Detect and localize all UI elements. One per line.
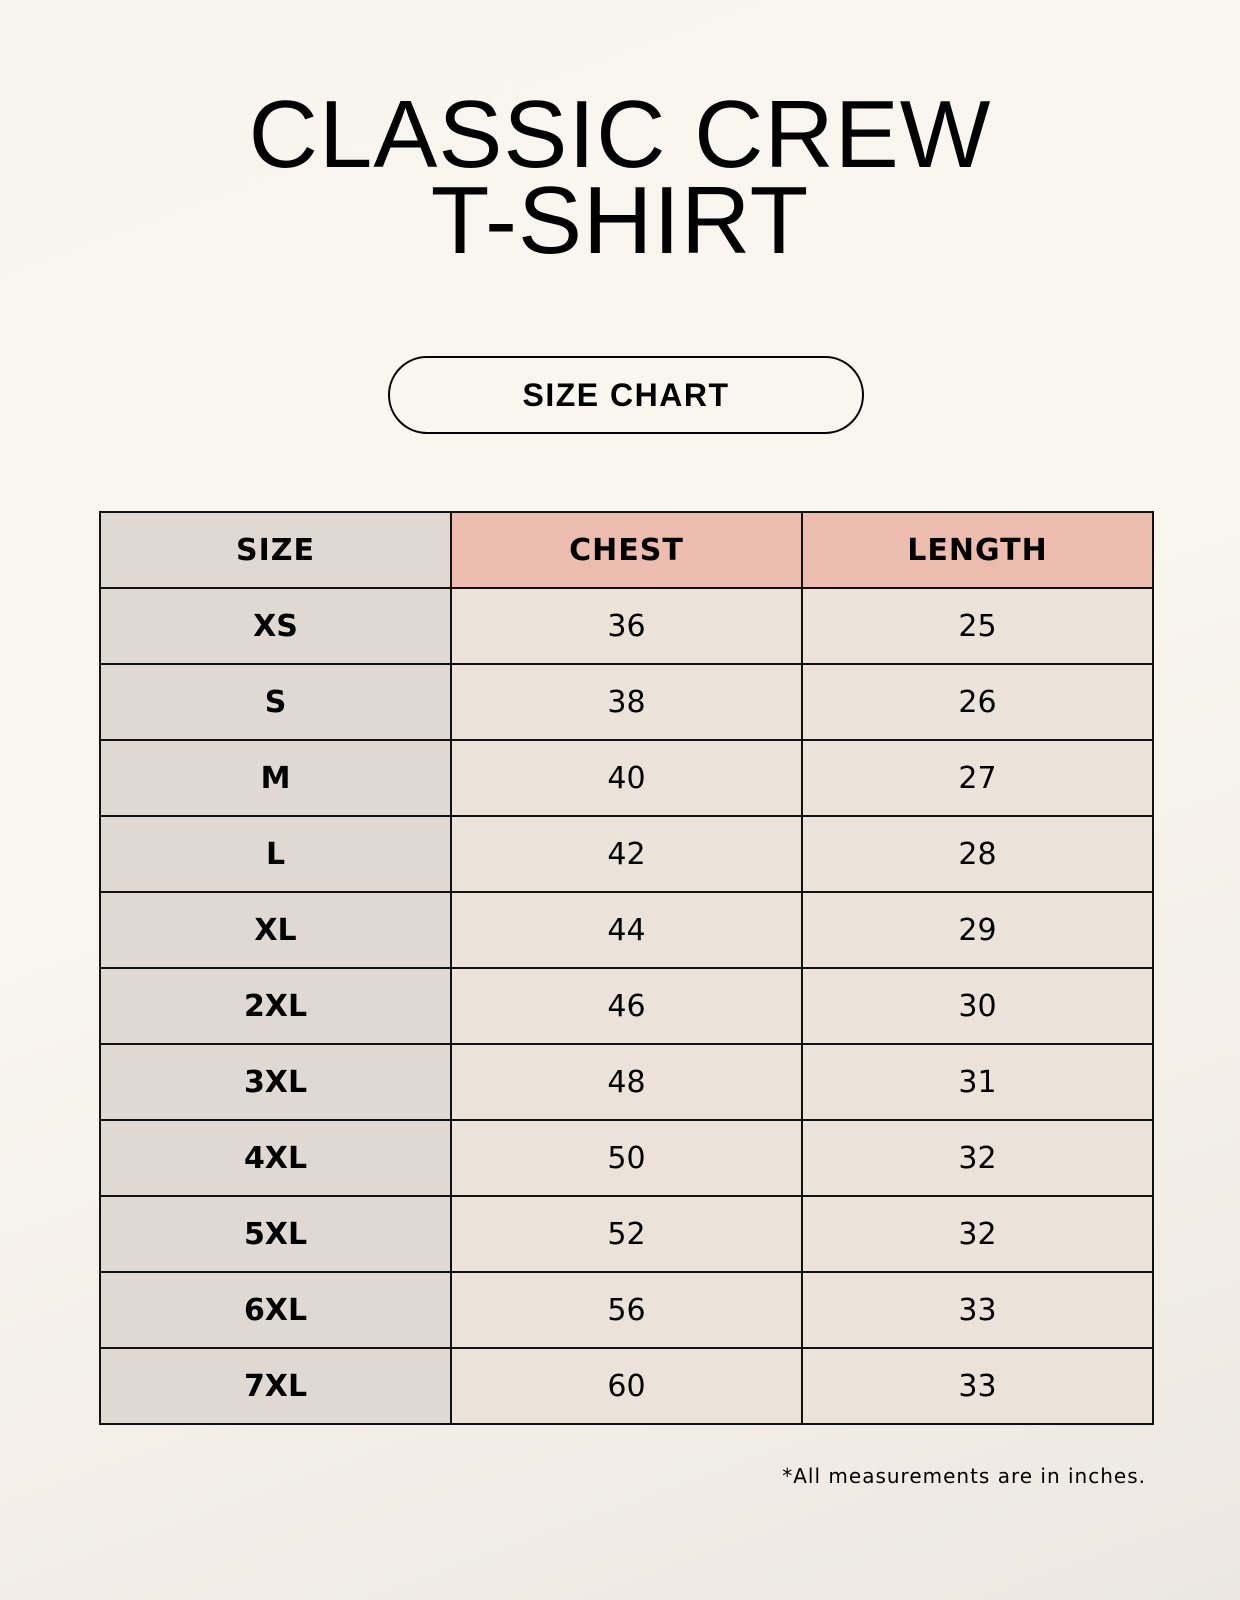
length-cell: 32 <box>801 1119 1154 1197</box>
size-cell: 5XL <box>99 1195 452 1273</box>
chest-cell: 38 <box>450 663 803 741</box>
size-cell: 4XL <box>99 1119 452 1197</box>
table-row: 3XL 48 31 <box>99 1043 1154 1121</box>
size-cell: 6XL <box>99 1271 452 1349</box>
size-cell: M <box>99 739 452 817</box>
chest-cell: 60 <box>450 1347 803 1425</box>
header-chest: CHEST <box>450 511 803 589</box>
chest-cell: 46 <box>450 967 803 1045</box>
length-cell: 28 <box>801 815 1154 893</box>
length-cell: 26 <box>801 663 1154 741</box>
table-row: XL 44 29 <box>99 891 1154 969</box>
length-cell: 33 <box>801 1347 1154 1425</box>
chest-cell: 36 <box>450 587 803 665</box>
length-cell: 27 <box>801 739 1154 817</box>
chest-cell: 50 <box>450 1119 803 1197</box>
table-row: 2XL 46 30 <box>99 967 1154 1045</box>
table-row: XS 36 25 <box>99 587 1154 665</box>
title-line-1: CLASSIC CREW <box>248 81 992 188</box>
chest-cell: 40 <box>450 739 803 817</box>
length-cell: 30 <box>801 967 1154 1045</box>
table-row: L 42 28 <box>99 815 1154 893</box>
size-cell: XS <box>99 587 452 665</box>
size-cell: 2XL <box>99 967 452 1045</box>
table-row: 4XL 50 32 <box>99 1119 1154 1197</box>
size-cell: S <box>99 663 452 741</box>
size-table: SIZE CHEST LENGTH XS 36 25 S 38 26 M 40 27 L 42 28 X… <box>99 511 1154 1425</box>
table-row: 7XL 60 33 <box>99 1347 1154 1425</box>
page-title: CLASSIC CREW T-SHIRT <box>0 81 1240 274</box>
chest-cell: 42 <box>450 815 803 893</box>
chest-cell: 52 <box>450 1195 803 1273</box>
footnote: *All measurements are in inches. <box>782 1464 1146 1488</box>
length-cell: 31 <box>801 1043 1154 1121</box>
header-length: LENGTH <box>801 511 1154 589</box>
length-cell: 29 <box>801 891 1154 969</box>
chest-cell: 44 <box>450 891 803 969</box>
table-row: 6XL 56 33 <box>99 1271 1154 1349</box>
table-row: 5XL 52 32 <box>99 1195 1154 1273</box>
size-cell: 7XL <box>99 1347 452 1425</box>
chest-cell: 48 <box>450 1043 803 1121</box>
header-row: SIZE CHEST LENGTH <box>99 511 1154 589</box>
length-cell: 33 <box>801 1271 1154 1349</box>
length-cell: 32 <box>801 1195 1154 1273</box>
size-cell: 3XL <box>99 1043 452 1121</box>
size-cell: XL <box>99 891 452 969</box>
header-size: SIZE <box>99 511 452 589</box>
size-cell: L <box>99 815 452 893</box>
size-chart-label: SIZE CHART <box>388 356 864 434</box>
title-line-2: T-SHIRT <box>430 167 810 274</box>
chest-cell: 56 <box>450 1271 803 1349</box>
length-cell: 25 <box>801 587 1154 665</box>
table-row: M 40 27 <box>99 739 1154 817</box>
table-row: S 38 26 <box>99 663 1154 741</box>
